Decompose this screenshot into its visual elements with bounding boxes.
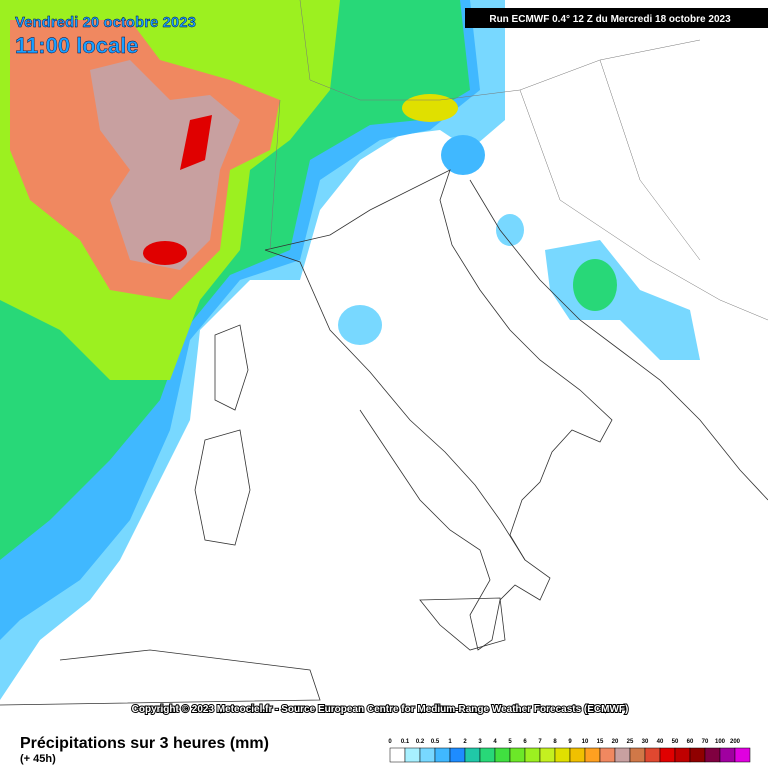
legend-label: 200 bbox=[730, 739, 741, 745]
legend-swatch bbox=[734, 747, 751, 763]
legend-label: 60 bbox=[687, 739, 694, 745]
legend-swatch bbox=[674, 747, 691, 763]
sardinia bbox=[194, 429, 251, 546]
forecast-date: Vendredi 20 octobre 2023 bbox=[15, 14, 196, 31]
precip-light bbox=[496, 214, 524, 246]
coastline bbox=[469, 179, 768, 501]
legend-label: 0.5 bbox=[431, 739, 440, 745]
corsica bbox=[214, 324, 249, 411]
legend-swatch bbox=[509, 747, 526, 763]
coastline bbox=[264, 249, 551, 651]
legend-swatch bbox=[659, 747, 676, 763]
legend-label: 2 bbox=[463, 739, 467, 745]
legend-swatch bbox=[389, 747, 406, 763]
borders bbox=[269, 0, 768, 321]
legend: 0 0.1 0.2 0.5 1 2 3 4 5 6 7 8 9 10 15 20 25 30 40 50 60 70 100… bbox=[388, 739, 751, 763]
precip-blue bbox=[441, 135, 485, 175]
footer-title: Précipitations sur 3 heures (mm) bbox=[20, 735, 269, 752]
legend-swatch bbox=[479, 747, 496, 763]
precip-red bbox=[180, 115, 212, 170]
footer-lead: (+ 45h) bbox=[20, 753, 56, 765]
legend-swatch bbox=[464, 747, 481, 763]
legend-swatch bbox=[449, 747, 466, 763]
sicily bbox=[419, 597, 506, 651]
legend-label: 70 bbox=[702, 739, 709, 745]
legend-label: 7 bbox=[538, 739, 542, 745]
coastlines bbox=[0, 0, 768, 706]
coastline bbox=[264, 169, 613, 561]
run-box bbox=[465, 8, 768, 28]
precip-red bbox=[143, 241, 187, 265]
legend-swatch bbox=[599, 747, 616, 763]
legend-label: 6 bbox=[523, 739, 527, 745]
precip-brown bbox=[90, 60, 240, 270]
copyright: Copyright © 2023 Meteociel.fr - Source E… bbox=[132, 704, 629, 715]
legend-swatch bbox=[554, 747, 571, 763]
legend-label: 15 bbox=[597, 739, 604, 745]
legend-label: 3 bbox=[478, 739, 482, 745]
legend-swatch bbox=[539, 747, 556, 763]
legend-swatch bbox=[644, 747, 661, 763]
legend-label: 100 bbox=[715, 739, 726, 745]
precip-green bbox=[573, 259, 617, 311]
legend-swatch bbox=[404, 747, 421, 763]
legend-label: 9 bbox=[568, 739, 572, 745]
legend-swatch bbox=[704, 747, 721, 763]
legend-label: 40 bbox=[657, 739, 664, 745]
coastline bbox=[0, 649, 321, 706]
legend-label: 0 bbox=[388, 739, 392, 745]
legend-swatch bbox=[719, 747, 736, 763]
legend-swatch bbox=[689, 747, 706, 763]
legend-swatch bbox=[434, 747, 451, 763]
legend-label: 25 bbox=[627, 739, 634, 745]
legend-label: 0.1 bbox=[401, 739, 410, 745]
run-info: Run ECMWF 0.4° 12 Z du Mercredi 18 octob… bbox=[489, 14, 731, 25]
legend-label: 1 bbox=[448, 739, 452, 745]
legend-swatch bbox=[569, 747, 586, 763]
legend-label: 10 bbox=[582, 739, 589, 745]
forecast-time: 11:00 locale bbox=[15, 33, 139, 58]
legend-label: 20 bbox=[612, 739, 619, 745]
legend-label: 8 bbox=[553, 739, 557, 745]
legend-swatch bbox=[629, 747, 646, 763]
legend-label: 5 bbox=[508, 739, 512, 745]
legend-label: 4 bbox=[493, 739, 497, 745]
legend-label: 50 bbox=[672, 739, 679, 745]
legend-swatch bbox=[584, 747, 601, 763]
precip-field bbox=[0, 0, 700, 700]
legend-swatch bbox=[524, 747, 541, 763]
precip-yellow bbox=[402, 94, 458, 122]
legend-swatch bbox=[419, 747, 436, 763]
legend-swatch bbox=[614, 747, 631, 763]
legend-label: 0.2 bbox=[416, 739, 425, 745]
legend-label: 30 bbox=[642, 739, 649, 745]
legend-swatch bbox=[494, 747, 511, 763]
precip-light bbox=[338, 305, 382, 345]
